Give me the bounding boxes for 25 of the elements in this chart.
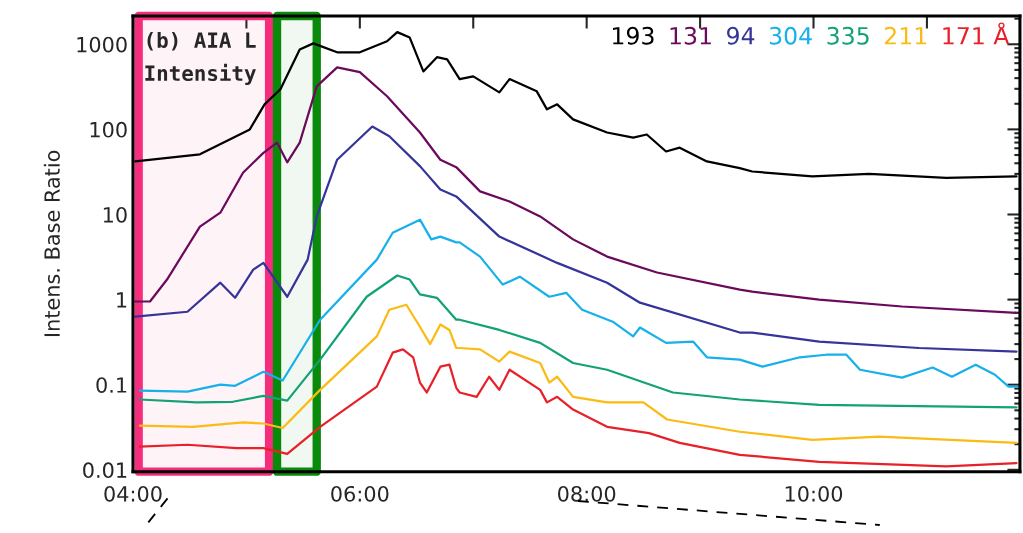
y-tick-label: 1000 [77,36,127,53]
annotation: (b) AIA L [147,31,256,51]
y-axis-title: Intens. Base Ratio [43,150,60,337]
line-series [138,274,1018,409]
text: 94 [727,26,755,45]
x-tick-label: 06:00 [331,485,389,502]
line-series [138,348,1018,468]
y-tick-label: 0.01 [83,462,127,479]
text: 171 Å [943,22,1010,45]
line-series [138,218,1020,393]
x-tick-label: 10:00 [785,485,843,502]
x-tick-label: 04:00 [104,485,162,502]
x-tick-label: 08:00 [558,485,616,502]
y-tick-label: 100 [90,121,127,138]
text: 193 [613,26,654,45]
line-series [134,125,1018,353]
text: 304 [769,26,812,45]
text: 211 [884,26,927,45]
annotation: Intensity [145,63,256,86]
y-tick-label: 0.1 [96,377,127,393]
y-tick-label: 1 [117,292,127,308]
text: 131 [670,26,711,45]
y-tick-label: 10 [103,206,127,223]
line-series [138,303,1018,445]
text: 335 [827,26,869,45]
